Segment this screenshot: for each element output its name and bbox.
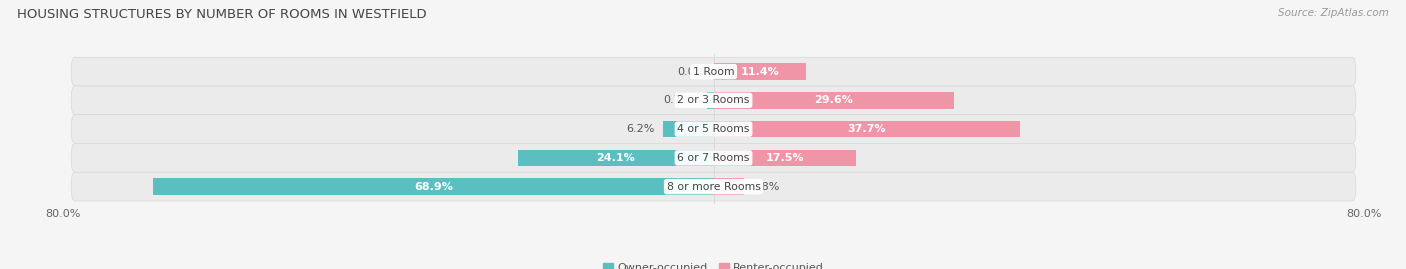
Bar (713, 63, 806, 80)
Text: 8 or more Rooms: 8 or more Rooms (666, 182, 761, 192)
FancyBboxPatch shape (72, 172, 1355, 201)
Bar (713, 178, 744, 195)
Text: 29.6%: 29.6% (814, 95, 853, 105)
Text: 2 or 3 Rooms: 2 or 3 Rooms (678, 95, 749, 105)
Text: 1 Room: 1 Room (693, 67, 734, 77)
Bar (707, 92, 713, 109)
Text: Source: ZipAtlas.com: Source: ZipAtlas.com (1278, 8, 1389, 18)
Legend: Owner-occupied, Renter-occupied: Owner-occupied, Renter-occupied (599, 258, 828, 269)
FancyBboxPatch shape (72, 143, 1355, 172)
Text: 17.5%: 17.5% (765, 153, 804, 163)
FancyBboxPatch shape (72, 86, 1355, 115)
Bar (153, 178, 713, 195)
Bar (517, 150, 713, 166)
FancyBboxPatch shape (72, 57, 1355, 86)
Bar (713, 92, 955, 109)
Text: 4 or 5 Rooms: 4 or 5 Rooms (678, 124, 749, 134)
Text: 37.7%: 37.7% (848, 124, 886, 134)
Text: 68.9%: 68.9% (415, 182, 453, 192)
Text: 0.0%: 0.0% (678, 67, 706, 77)
Text: 6 or 7 Rooms: 6 or 7 Rooms (678, 153, 749, 163)
Bar (664, 121, 713, 137)
Text: 11.4%: 11.4% (741, 67, 779, 77)
Bar (713, 150, 856, 166)
Text: 24.1%: 24.1% (596, 153, 636, 163)
Bar (713, 121, 1019, 137)
Text: 0.78%: 0.78% (664, 95, 699, 105)
Text: HOUSING STRUCTURES BY NUMBER OF ROOMS IN WESTFIELD: HOUSING STRUCTURES BY NUMBER OF ROOMS IN… (17, 8, 426, 21)
Text: 6.2%: 6.2% (627, 124, 655, 134)
Text: 3.8%: 3.8% (751, 182, 779, 192)
FancyBboxPatch shape (72, 115, 1355, 143)
